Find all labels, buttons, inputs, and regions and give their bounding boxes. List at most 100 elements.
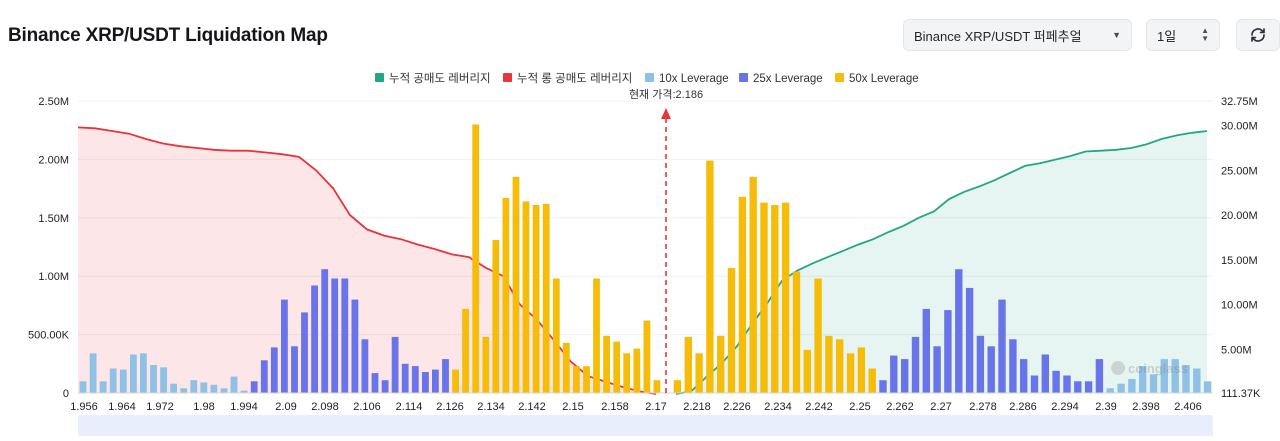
lev25-bar (1084, 381, 1093, 393)
lev25-bar (371, 373, 379, 393)
x-tick-label: 2.39 (1095, 401, 1116, 413)
refresh-button[interactable] (1236, 19, 1280, 51)
exchange-select[interactable]: Binance XRP/USDT 퍼페추얼 ▼ (903, 19, 1132, 51)
x-tick-label: 1.972 (146, 401, 174, 413)
lev25-bar (1095, 359, 1104, 393)
exchange-select-value: Binance XRP/USDT 퍼페추얼 (914, 28, 1082, 44)
lev50-bar (482, 336, 490, 393)
lev50-bar (706, 160, 714, 393)
lev10-bar (150, 365, 157, 393)
legend-swatch (375, 73, 384, 82)
lev10-bar (140, 353, 147, 393)
legend-swatch (503, 73, 512, 82)
legend-label: 10x Leverage (659, 73, 729, 85)
lev25-bar (291, 346, 298, 393)
coinglass-watermark: coinglass (1111, 361, 1188, 376)
lev50-bar (749, 176, 757, 393)
lev10-bar (1182, 365, 1190, 393)
x-tick-label: 2.226 (723, 401, 751, 413)
period-select-value: 1일 (1157, 28, 1177, 44)
legend-label: 50x Leverage (849, 73, 919, 85)
lev10-bar (1193, 368, 1201, 393)
lev50-bar (814, 278, 822, 393)
lev50-bar (522, 201, 530, 393)
y-left-tick-label: 1.00M (38, 271, 69, 283)
lev10-bar (1160, 359, 1168, 393)
lev25-bar (901, 359, 909, 393)
lev50-bar (738, 196, 747, 393)
lev25-bar (341, 278, 349, 393)
x-tick-label: 2.114 (396, 401, 423, 413)
y-left-tick-label: 1.50M (38, 213, 69, 225)
lev50-bar (846, 353, 855, 393)
x-tick-label: 2.262 (886, 401, 914, 413)
legend-label: 누적 롱 공매도 레버리지 (517, 72, 632, 85)
lev50-bar (684, 336, 692, 393)
lev25-bar (1020, 359, 1028, 393)
lev25-bar (270, 347, 278, 393)
lev10-bar (130, 354, 137, 393)
lev25-bar (321, 269, 329, 393)
lev50-bar (562, 342, 570, 393)
lev25-bar (1009, 339, 1017, 393)
lev50-bar (857, 347, 866, 393)
y-right-tick-label: 15.00M (1221, 255, 1258, 267)
lev10-bar (180, 388, 188, 393)
lev25-bar (381, 380, 389, 393)
y-right-tick-label: 5.00M (1221, 344, 1252, 356)
x-tick-label: 2.134 (477, 401, 505, 413)
period-select[interactable]: 1일 ▲ ▼ (1146, 19, 1220, 51)
lev50-bar (532, 205, 540, 393)
lev10-bar (1106, 388, 1114, 393)
lev50-bar (552, 278, 560, 393)
lev50-bar (502, 197, 510, 393)
lev50-bar (583, 366, 590, 393)
lev25-bar (890, 355, 898, 393)
lev50-bar (452, 369, 459, 393)
chart-range-scrollbar[interactable] (78, 415, 1213, 436)
lev10-bar (89, 353, 97, 393)
legend-label: 누적 공매도 레버리지 (389, 72, 491, 85)
x-tick-label: 2.218 (683, 401, 711, 413)
lev50-bar (771, 205, 779, 393)
lev25-bar (331, 278, 339, 393)
lev10-bar (119, 369, 127, 393)
lev25-bar (250, 381, 258, 393)
lev25-bar (442, 359, 449, 393)
y-right-tick-label: 111.37K (1221, 388, 1261, 400)
lev25-bar (1030, 375, 1039, 393)
lev25-bar (911, 336, 920, 393)
x-tick-label: 2.098 (311, 401, 339, 413)
x-tick-label: 2.09 (275, 401, 296, 413)
x-tick-label: 1.956 (70, 401, 98, 413)
current-price-arrow (661, 108, 671, 119)
x-tick-label: 2.27 (930, 401, 951, 413)
x-tick-label: 2.106 (353, 401, 381, 413)
lev25-bar (281, 299, 288, 393)
lev10-bar (230, 376, 238, 393)
lev10-bar (109, 368, 117, 393)
y-left-tick-label: 2.00M (38, 154, 69, 166)
up-down-chevron-icon: ▲ ▼ (1201, 26, 1209, 43)
lev50-bar (613, 341, 621, 393)
x-tick-label: 2.242 (805, 401, 833, 413)
refresh-icon (1251, 28, 1265, 42)
lev25-bar (922, 308, 930, 393)
legend-swatch (645, 73, 654, 82)
lev25-bar (260, 360, 268, 393)
lev25-bar (955, 269, 963, 393)
lev50-bar (653, 380, 661, 393)
lev50-bar (781, 202, 790, 393)
liquidation-chart: 0 500.00K 1.00M 1.50M 2.00M 2.50M 111.37K 5.00M… (0, 60, 1280, 436)
lev25-bar (1063, 375, 1071, 393)
chart-canvas: 0 500.00K 1.00M 1.50M 2.00M 2.50M 111.37K 5.00M… (28, 72, 1261, 413)
y-left-tick-label: 2.50M (38, 96, 69, 108)
legend-swatch (739, 73, 748, 82)
lev25-bar (965, 287, 974, 393)
lev10-bar (220, 388, 228, 393)
lev25-bar (351, 299, 359, 393)
legend-swatch (835, 73, 844, 82)
lev10-bar (99, 381, 107, 393)
x-tick-label: 2.25 (849, 401, 870, 413)
lev50-bar (593, 278, 600, 393)
